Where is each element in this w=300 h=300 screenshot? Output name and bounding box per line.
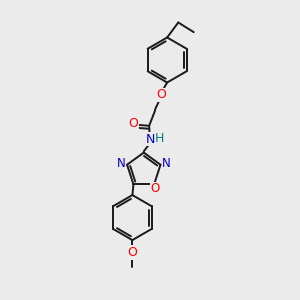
Text: N: N [162, 157, 171, 170]
Text: O: O [151, 182, 160, 195]
Text: H: H [155, 131, 164, 145]
Text: O: O [156, 88, 166, 101]
Text: O: O [128, 246, 137, 259]
Text: O: O [128, 117, 138, 130]
Text: N: N [146, 133, 155, 146]
Text: N: N [117, 157, 125, 170]
